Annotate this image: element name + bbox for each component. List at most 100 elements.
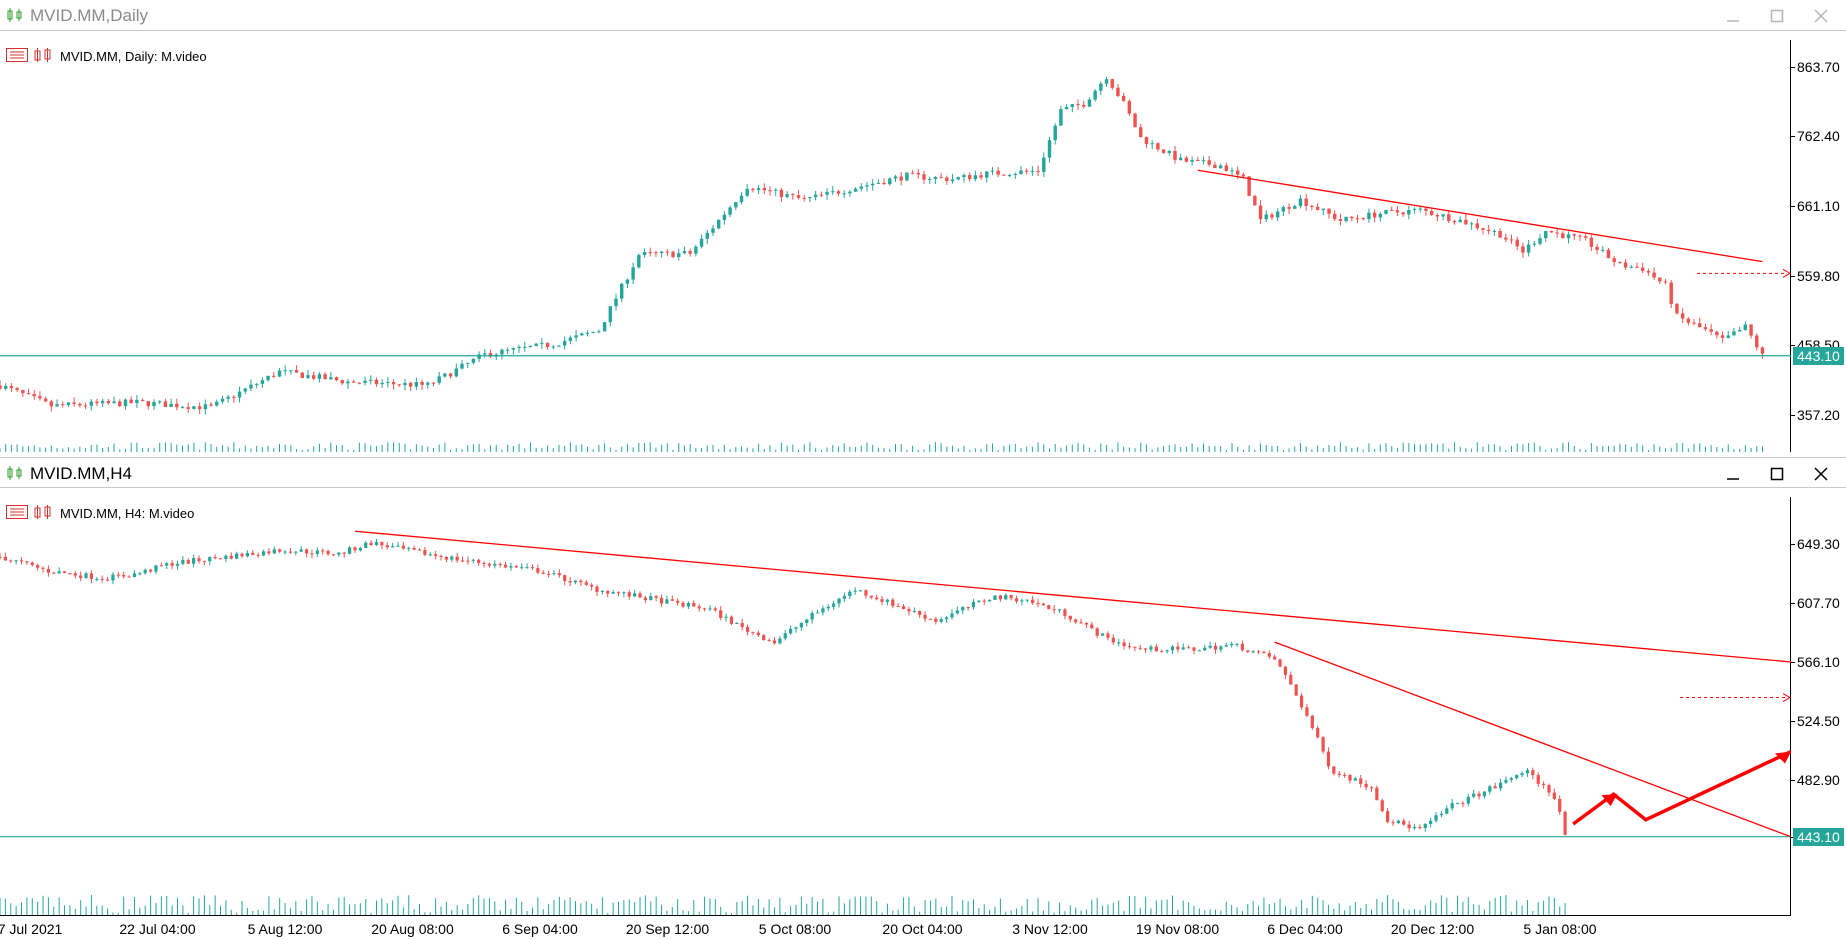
candle-body xyxy=(728,207,732,215)
forecast-arrowhead xyxy=(1601,794,1618,807)
candle-body xyxy=(1099,83,1103,91)
candle-body xyxy=(1009,595,1013,599)
candle-body xyxy=(203,404,208,410)
candle xyxy=(1429,208,1434,216)
indicator-list-icon[interactable] xyxy=(6,505,28,522)
candle-body xyxy=(78,403,82,406)
candle-body xyxy=(649,596,653,601)
candle-body xyxy=(1359,778,1363,784)
candle xyxy=(1059,105,1063,126)
candle-body xyxy=(534,343,538,347)
candle-body xyxy=(1464,219,1468,225)
candle xyxy=(819,191,824,198)
candle-body xyxy=(181,559,185,564)
candle xyxy=(220,395,225,404)
candle-body xyxy=(1407,209,1411,215)
candle-body xyxy=(993,595,997,600)
daily-chart[interactable]: MVID.MM, Daily: M.video 863.70 762.40 661.… xyxy=(0,40,1846,452)
candle xyxy=(574,330,578,342)
symbol-chart-icon[interactable] xyxy=(34,48,54,65)
candle xyxy=(1401,211,1405,217)
minimize-button[interactable] xyxy=(1712,0,1754,30)
maximize-button[interactable] xyxy=(1756,0,1798,30)
candle xyxy=(289,370,293,375)
h4-window-titlebar[interactable]: MVID.MM,H4 xyxy=(0,457,1846,488)
candle xyxy=(326,549,330,556)
candle-body xyxy=(1743,324,1748,330)
time-axis[interactable]: 7 Jul 2021 22 Jul 04:00 5 Aug 12:00 20 Aug … xyxy=(0,915,1791,939)
candle-body xyxy=(1208,645,1212,648)
candle-body xyxy=(116,574,120,576)
candle xyxy=(1031,595,1035,605)
candle xyxy=(62,571,67,574)
candle xyxy=(32,390,36,400)
candle-body xyxy=(808,197,812,199)
candle-body xyxy=(1606,249,1611,259)
candle-body xyxy=(331,554,336,556)
candle-body xyxy=(1572,234,1576,236)
candle-body xyxy=(89,401,93,406)
candle-body xyxy=(0,556,2,558)
candle-body xyxy=(374,379,379,385)
candle-body xyxy=(962,175,966,178)
candle-body xyxy=(414,381,419,387)
candle xyxy=(1154,643,1158,652)
candle-body xyxy=(1002,174,1006,176)
daily-window-titlebar[interactable]: MVID.MM,Daily xyxy=(0,0,1846,31)
candle-body xyxy=(1161,149,1166,153)
close-button[interactable] xyxy=(1800,458,1842,488)
candle-body xyxy=(608,306,613,323)
candle xyxy=(483,348,487,358)
candle xyxy=(654,594,658,602)
candle xyxy=(774,188,778,197)
candle xyxy=(1469,221,1474,230)
candle xyxy=(1053,123,1057,145)
daily-price-plot[interactable] xyxy=(0,40,1791,452)
candle-body xyxy=(1482,791,1487,797)
candle-body xyxy=(907,609,911,612)
h4-price-plot[interactable] xyxy=(0,497,1791,915)
candle xyxy=(1658,277,1662,284)
indicator-list-icon[interactable] xyxy=(6,48,28,65)
symbol-chart-icon[interactable] xyxy=(34,505,54,522)
maximize-button[interactable] xyxy=(1756,458,1798,488)
candle-body xyxy=(30,562,34,566)
candle-body xyxy=(1133,646,1137,648)
candle xyxy=(118,399,122,407)
candle xyxy=(880,595,884,606)
candle-body xyxy=(1402,820,1406,825)
candle-body xyxy=(1601,249,1605,251)
candle xyxy=(78,402,82,408)
candle-body xyxy=(240,553,244,557)
candle xyxy=(740,618,744,631)
candle xyxy=(1558,795,1562,815)
candle xyxy=(1074,618,1078,624)
candle-body xyxy=(455,556,459,561)
candle xyxy=(1310,714,1314,730)
candle-body xyxy=(825,191,829,195)
candle xyxy=(218,558,223,560)
close-button[interactable] xyxy=(1800,0,1842,30)
candle-body xyxy=(805,619,809,623)
candle xyxy=(1552,788,1556,800)
candle xyxy=(606,590,610,598)
candle-body xyxy=(396,545,400,547)
candle-body xyxy=(1304,198,1308,206)
candle xyxy=(192,554,196,568)
minimize-button[interactable] xyxy=(1712,458,1754,488)
candle-body xyxy=(1332,213,1337,220)
candle-body xyxy=(14,560,18,562)
candle-body xyxy=(1116,87,1120,96)
candle-body xyxy=(1298,198,1303,207)
h4-plot-area[interactable] xyxy=(0,497,1791,915)
candle xyxy=(340,379,344,385)
candle-body xyxy=(482,562,486,564)
candle-body xyxy=(606,590,610,594)
candle-body xyxy=(186,559,190,564)
candle-body xyxy=(557,345,561,347)
daily-plot-area[interactable] xyxy=(0,40,1791,452)
h4-chart[interactable]: MVID.MM, H4: M.video 649.30 607.70 566.10 5… xyxy=(0,497,1846,915)
candle xyxy=(642,248,647,258)
candle-body xyxy=(1305,707,1309,716)
candle-body xyxy=(73,573,77,576)
